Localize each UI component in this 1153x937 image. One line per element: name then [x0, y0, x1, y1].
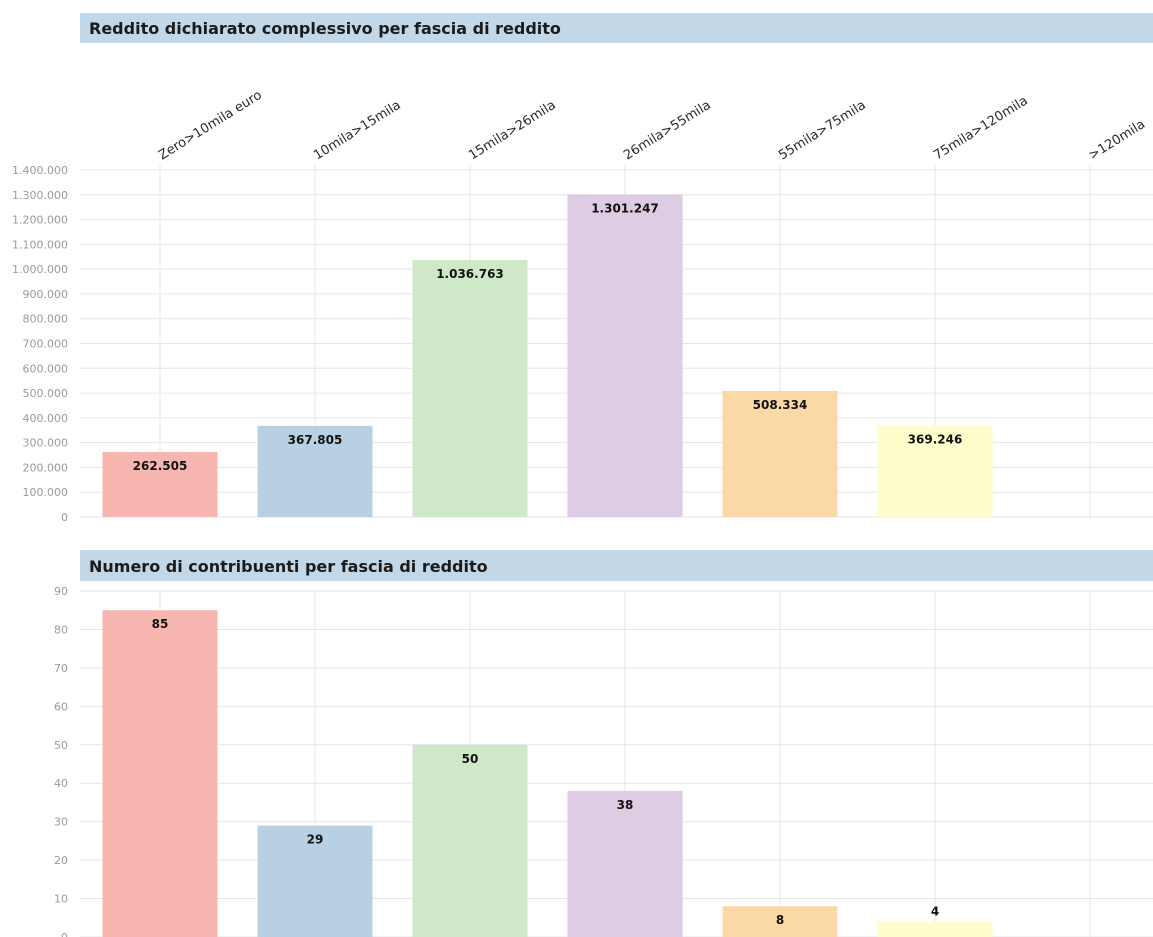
- chart1-x-axis: Zero>10mila euro 10mila>15mila 15mila>26mi…: [156, 88, 1148, 164]
- y-tick-label: 0: [61, 931, 68, 937]
- chart2-title: Numero di contribuenti per fascia di red…: [89, 557, 488, 576]
- bar: [877, 921, 993, 937]
- bar: [877, 425, 993, 517]
- data-label: 369.246: [908, 432, 963, 446]
- y-tick-label: 500.000: [23, 387, 69, 400]
- y-tick-label: 1.000.000: [12, 263, 68, 276]
- y-tick-label: 10: [54, 893, 68, 906]
- bar: [567, 194, 683, 518]
- x-tick-label: 26mila>55mila: [621, 98, 713, 164]
- y-tick-label: 100.000: [23, 486, 69, 499]
- y-tick-label: 400.000: [23, 412, 69, 425]
- data-label: 8: [776, 913, 784, 927]
- data-label: 1.036.763: [436, 267, 504, 281]
- x-tick-label: 10mila>15mila: [311, 98, 403, 164]
- bar: [412, 260, 528, 517]
- y-tick-label: 1.100.000: [12, 238, 68, 251]
- bar: [102, 451, 218, 517]
- data-label: 262.505: [133, 459, 188, 473]
- bar: [102, 610, 218, 937]
- bar: [722, 906, 838, 937]
- chart1-bars: [102, 194, 993, 518]
- x-tick-label: 15mila>26mila: [466, 98, 558, 164]
- y-tick-label: 50: [54, 739, 68, 752]
- chart1-y-axis: 0 100.000 200.000 300.000 400.000 500.000 600.…: [12, 164, 68, 524]
- bar: [412, 744, 528, 937]
- data-label: 29: [307, 833, 324, 847]
- chart2-data-labels: 85 29 50 38 8 4: [152, 617, 940, 927]
- chart2-y-axis: 0 10 20 30 40 50 60 70 80 90: [54, 585, 68, 937]
- y-tick-label: 900.000: [23, 288, 69, 301]
- bar: [567, 790, 683, 937]
- x-tick-label: 55mila>75mila: [776, 98, 868, 164]
- y-tick-label: 600.000: [23, 362, 69, 375]
- data-label: 1.301.247: [591, 201, 659, 215]
- x-tick-label: >120mila: [1086, 117, 1148, 163]
- bar: [722, 391, 838, 517]
- chart1-title: Reddito dichiarato complessivo per fasci…: [89, 19, 561, 38]
- data-label: 4: [931, 905, 939, 919]
- data-label: 38: [617, 798, 634, 812]
- y-tick-label: 90: [54, 585, 68, 598]
- y-tick-label: 30: [54, 816, 68, 829]
- data-label: 367.805: [288, 433, 343, 447]
- data-label: 508.334: [753, 398, 808, 412]
- y-tick-label: 80: [54, 623, 68, 636]
- y-tick-label: 700.000: [23, 338, 69, 351]
- data-label: 85: [152, 617, 169, 631]
- x-tick-label: Zero>10mila euro: [156, 88, 265, 164]
- y-tick-label: 20: [54, 854, 68, 867]
- chart2-bars: [102, 610, 993, 937]
- bar: [257, 825, 373, 937]
- y-tick-label: 0: [61, 511, 68, 524]
- chart1-data-labels: 262.505 367.805 1.036.763 1.301.247 508.334 3…: [133, 201, 963, 472]
- y-tick-label: 1.300.000: [12, 189, 68, 202]
- chart1-title-bar: [80, 13, 1153, 43]
- y-tick-label: 70: [54, 662, 68, 675]
- data-label: 50: [462, 752, 479, 766]
- chart2-title-bar: [80, 550, 1153, 581]
- y-tick-label: 300.000: [23, 437, 69, 450]
- bar: [257, 425, 373, 517]
- y-tick-label: 1.400.000: [12, 164, 68, 177]
- y-tick-label: 200.000: [23, 461, 69, 474]
- x-tick-label: 75mila>120mila: [931, 93, 1031, 163]
- y-tick-label: 1.200.000: [12, 214, 68, 227]
- y-tick-label: 40: [54, 777, 68, 790]
- y-tick-label: 60: [54, 700, 68, 713]
- y-tick-label: 800.000: [23, 313, 69, 326]
